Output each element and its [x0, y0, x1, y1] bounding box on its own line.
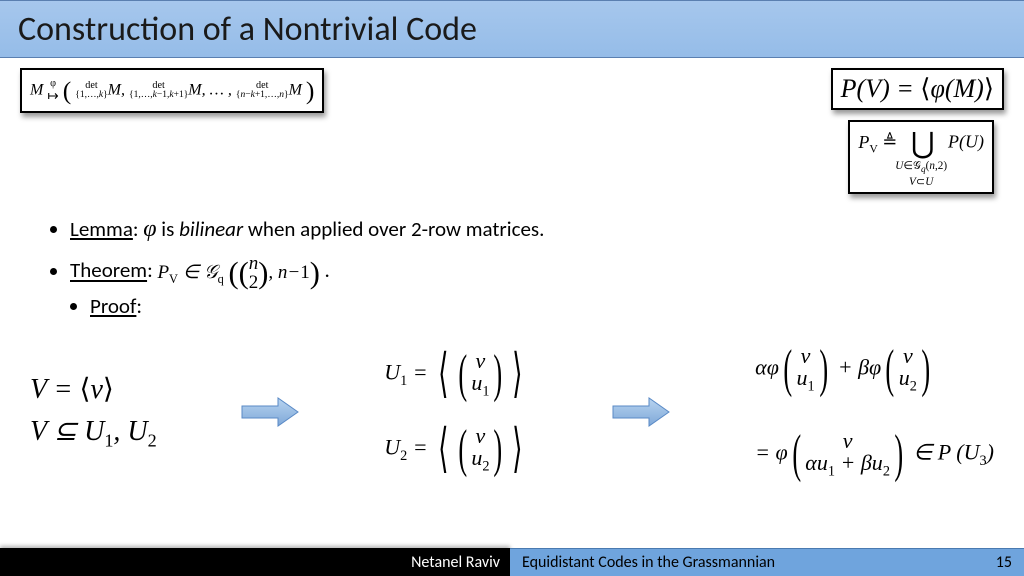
pv-equation: P(V) = ⟨φ(M)⟩: [831, 68, 1004, 110]
footer-title-section: Equidistant Codes in the Grassmannian 15: [510, 548, 1024, 576]
top-equation-row: M φ↦ ( det{1,…,k}M, det{1,…,k−1,k+1}M, ……: [20, 68, 1004, 194]
footer-author: Netanel Raviv: [0, 548, 510, 576]
arrow-2: [611, 394, 671, 430]
proof-col-2: U1 = ⟨(vu1)⟩ U2 = ⟨(vu2)⟩: [384, 343, 527, 482]
proof-label: Proof: [90, 293, 136, 319]
lemma-label: Lemma: [70, 216, 133, 242]
pv-def-equation: PV ≜ ⋃ P(U) U∈𝒢q(n,2)V⊂U: [848, 120, 994, 194]
footer-page-number: 15: [996, 553, 1012, 572]
phi-map-equation: M φ↦ ( det{1,…,k}M, det{1,…,k−1,k+1}M, ……: [20, 68, 324, 113]
theorem-bullet: Theorem: PV ∈ 𝒢q ((n2), n−1) . Proof:: [70, 253, 1004, 320]
title-bar: Construction of a Nontrivial Code: [0, 0, 1024, 58]
footer-title: Equidistant Codes in the Grassmannian: [522, 553, 775, 572]
lemma-bullet: Lemma: φ is bilinear when applied over 2…: [70, 214, 1004, 245]
bilinear-word: bilinear: [179, 216, 243, 242]
phi-symbol: φ: [143, 216, 156, 242]
footer-bar: Netanel Raviv Equidistant Codes in the G…: [0, 548, 1024, 576]
slide-title: Construction of a Nontrivial Code: [18, 9, 477, 50]
arrow-1: [240, 394, 300, 430]
proof-diagram: V = ⟨v⟩ V ⊆ U1, U2 U1 = ⟨(vu1)⟩ U2 = ⟨(v…: [20, 335, 1004, 488]
proof-bullet: Proof:: [90, 293, 1004, 320]
slide-content: M φ↦ ( det{1,…,k}M, det{1,…,k−1,k+1}M, ……: [0, 58, 1024, 538]
theorem-label: Theorem: [70, 258, 147, 284]
proof-col-3: αφ(vu1) + βφ(vu2) = φ(vαu1 + βu2) ∈ P (U…: [755, 335, 994, 488]
proof-col-1: V = ⟨v⟩ V ⊆ U1, U2: [30, 369, 157, 455]
bullet-list: Lemma: φ is bilinear when applied over 2…: [50, 214, 1004, 320]
right-equation-column: P(V) = ⟨φ(M)⟩ PV ≜ ⋃ P(U) U∈𝒢q(n,2)V⊂U: [831, 68, 1004, 194]
